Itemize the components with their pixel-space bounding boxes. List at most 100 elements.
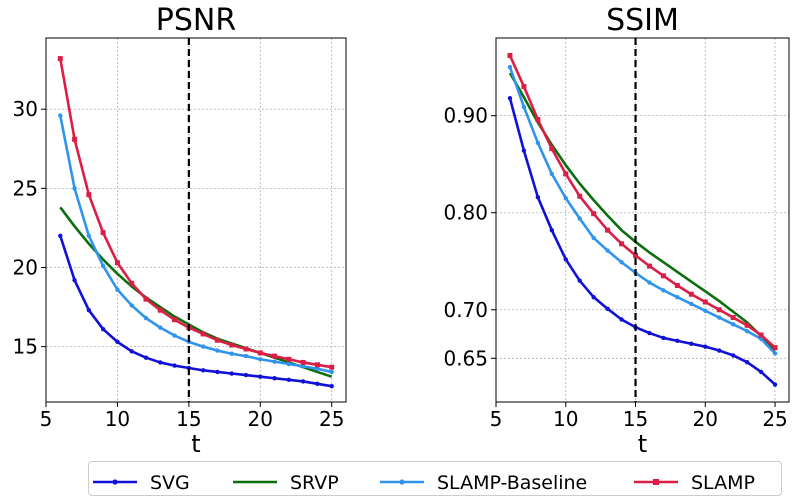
data-point [314, 362, 320, 368]
data-point [86, 308, 92, 313]
data-point [129, 280, 135, 286]
data-point [229, 342, 235, 348]
data-point [703, 344, 708, 349]
data-point [744, 322, 750, 328]
legend [88, 461, 782, 496]
data-point [507, 95, 513, 101]
chart-title: PSNR [156, 3, 236, 38]
data-point [660, 273, 666, 279]
data-point [72, 277, 77, 283]
data-point [329, 364, 335, 370]
data-point [100, 263, 106, 269]
data-point [591, 294, 596, 300]
data-point [200, 368, 206, 373]
data-point [200, 344, 206, 349]
data-point [675, 338, 680, 344]
data-point [129, 349, 134, 354]
data-point [563, 257, 568, 262]
x-tick-label: 5 [490, 407, 503, 431]
data-point [115, 287, 120, 292]
y-tick-label: 0.80 [443, 201, 488, 225]
data-point [507, 52, 513, 58]
y-tick-label: 0.65 [443, 346, 488, 370]
ssim-chart: 5 10 15 20 25 0.65 0.70 0.80 0.90 SSIM t [443, 3, 790, 458]
x-tick-label: 20 [248, 407, 273, 431]
data-point [535, 140, 541, 146]
data-point [214, 337, 220, 343]
x-axis-label: t [638, 430, 647, 458]
data-point [647, 280, 652, 285]
data-point [563, 171, 569, 177]
data-point [605, 227, 611, 233]
data-point [661, 335, 666, 341]
data-point [143, 315, 149, 321]
data-point [115, 339, 120, 345]
data-point [758, 369, 764, 375]
x-tick-label: 15 [176, 407, 201, 431]
chart-title: SSIM [606, 3, 679, 38]
data-point [100, 327, 106, 332]
data-point [717, 315, 722, 320]
data-point [605, 248, 610, 253]
data-point [521, 148, 527, 153]
data-point [243, 372, 249, 378]
data-point [143, 296, 149, 302]
data-point [619, 241, 625, 247]
data-point [272, 353, 278, 359]
data-point [772, 345, 778, 351]
psnr-chart: 5 10 15 20 25 15 20 25 30 PSNR t [13, 3, 347, 458]
data-point [549, 146, 555, 152]
data-point [215, 348, 220, 353]
data-point [329, 369, 334, 375]
data-point [507, 64, 513, 70]
data-point [286, 356, 292, 362]
data-point [772, 351, 778, 356]
data-point [258, 374, 263, 379]
x-tick-label: 10 [105, 407, 130, 431]
data-point [675, 294, 680, 300]
x-axis-label: t [191, 430, 200, 458]
data-point [57, 56, 63, 62]
data-point [158, 325, 163, 330]
data-point [730, 315, 736, 321]
data-point [521, 104, 527, 110]
data-point [315, 381, 320, 386]
data-point [114, 260, 120, 266]
series-line-srvp [508, 72, 776, 352]
data-point [215, 369, 220, 375]
series-line-svg [59, 235, 332, 388]
data-point [772, 382, 778, 387]
data-point [730, 353, 736, 358]
x-tick-label: 20 [693, 407, 718, 431]
data-point [716, 307, 722, 313]
data-point [577, 278, 582, 283]
data-point [591, 211, 597, 217]
data-point [129, 303, 134, 308]
data-point [86, 233, 92, 239]
data-point [674, 283, 680, 289]
data-point [758, 336, 764, 342]
data-point [300, 364, 306, 369]
data-point [286, 377, 292, 383]
data-point [158, 360, 163, 365]
data-point [591, 235, 596, 241]
x-tick-label: 5 [40, 407, 53, 431]
x-tick-label: 10 [553, 407, 578, 431]
data-point [300, 359, 306, 365]
data-point [730, 322, 736, 327]
data-point [744, 360, 750, 365]
data-point [272, 359, 277, 364]
data-point [689, 301, 694, 307]
data-point [605, 306, 610, 312]
series-line-slamp [59, 58, 332, 369]
data-point [688, 291, 694, 297]
data-point [157, 307, 163, 313]
data-point [286, 361, 292, 367]
data-point [577, 216, 582, 221]
y-tick-label: 25 [13, 176, 38, 200]
y-tick-label: 0.90 [443, 104, 488, 128]
data-point [744, 328, 750, 334]
data-point [329, 383, 334, 389]
data-point [661, 288, 666, 293]
